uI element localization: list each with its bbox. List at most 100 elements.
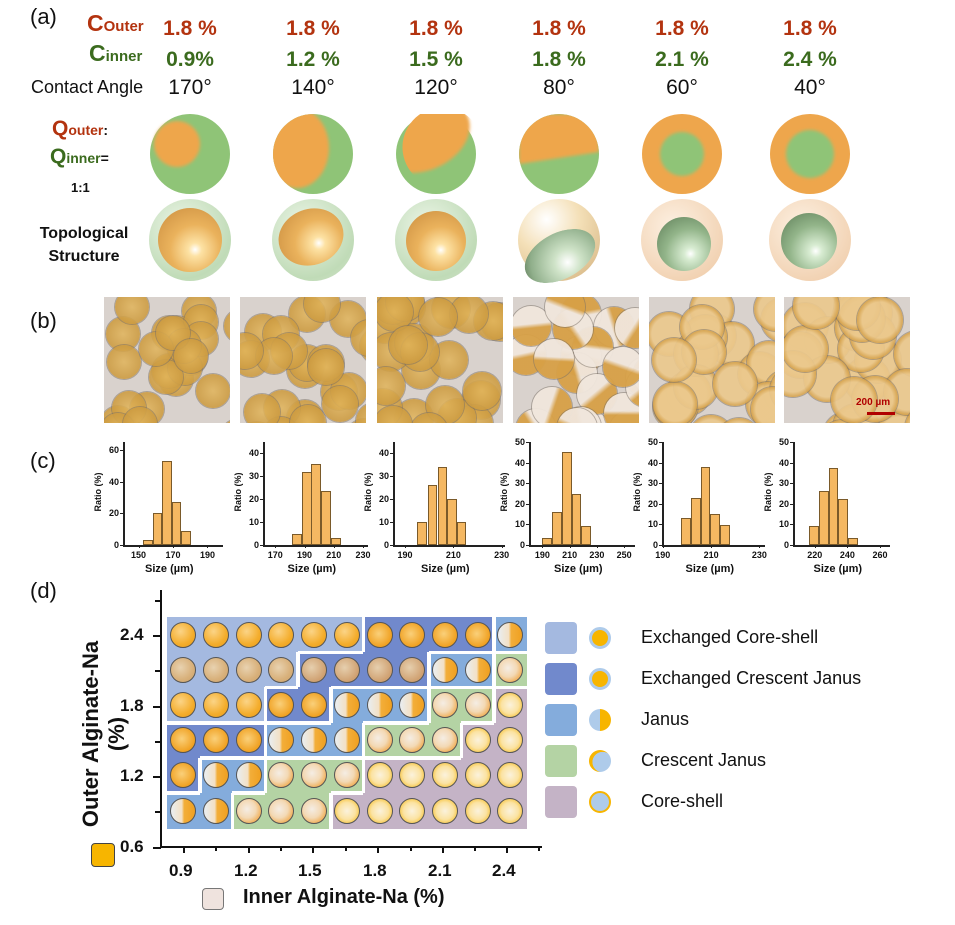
microcapsule-image <box>203 656 229 683</box>
microcapsule-image <box>301 797 328 824</box>
histogram-bar <box>447 499 457 545</box>
microcapsule-image <box>431 621 458 648</box>
microcapsule <box>243 394 280 423</box>
q-outer-suffix: : <box>103 122 109 138</box>
legend-label: Exchanged Crescent Janus <box>641 668 862 688</box>
microcapsule-image <box>431 797 458 824</box>
histogram-bar <box>181 530 191 545</box>
microcapsule-image <box>170 692 197 718</box>
histogram-bar <box>720 525 730 545</box>
x-tick-mark <box>138 545 140 548</box>
histogram-x-label: Size (µm) <box>813 563 863 575</box>
y-minor-tick <box>155 811 161 813</box>
legend-swatch <box>545 663 577 695</box>
microcapsule-image <box>301 692 328 718</box>
c-outer-label: COuter <box>87 10 144 37</box>
microcapsule <box>104 412 136 423</box>
microcapsule-image <box>203 762 229 789</box>
q-outer-sub: outer <box>68 122 104 138</box>
histogram-x-axis <box>393 545 505 547</box>
histogram-bar <box>152 513 163 545</box>
micrograph-image: 200 µm <box>784 297 910 423</box>
q-outer-label: Qouter: <box>52 117 108 141</box>
y-tick-label: 0 <box>783 540 789 550</box>
y-minor-tick <box>155 600 161 602</box>
y-tick-mark <box>659 483 662 485</box>
y-tick-mark <box>120 513 123 515</box>
microcapsule <box>106 345 141 380</box>
x-tick-mark <box>506 846 508 853</box>
microcapsule-image <box>203 692 229 718</box>
scale-bar <box>867 412 895 415</box>
histogram-bar <box>838 498 849 545</box>
inner-core <box>516 218 605 294</box>
microcapsule <box>602 346 639 387</box>
y-tick-label: 20 <box>514 498 525 509</box>
legend-swatch <box>545 745 577 777</box>
x-tick-label: 230 <box>751 550 767 560</box>
histogram-y-label: Ratio (%) <box>363 472 373 511</box>
y-tick-label: 50 <box>778 437 789 447</box>
microcapsule <box>308 348 345 385</box>
phase-distribution-diagram <box>396 114 476 194</box>
x-tick-label: 230 <box>355 550 371 560</box>
x-minor-tick <box>345 846 347 851</box>
y-tick-mark <box>790 462 793 464</box>
microcapsule-image <box>431 656 458 683</box>
x-minor-tick <box>410 846 412 851</box>
c-inner-value: 1.2 % <box>286 48 340 71</box>
microcapsule <box>688 415 733 423</box>
q-inner-main: Q <box>50 145 67 168</box>
histogram-y-label: Ratio (%) <box>632 472 642 511</box>
microcapsule <box>653 382 698 423</box>
y-tick-label: 30 <box>778 478 789 489</box>
microcapsule-image <box>366 762 393 789</box>
c-outer-value: 1.8 % <box>409 17 463 40</box>
microcapsule-image <box>497 692 524 718</box>
microcapsule-image <box>497 656 524 683</box>
y-tick-label: 10 <box>248 517 259 528</box>
microcapsule <box>463 372 502 411</box>
panel-c-label: (c) <box>30 448 56 473</box>
legend-morphology-icon <box>589 750 611 772</box>
x-tick-mark <box>542 545 544 548</box>
inner-core <box>270 199 352 275</box>
microcapsule-image <box>333 797 360 824</box>
microcapsule-image <box>333 621 360 648</box>
y-tick-mark <box>526 442 529 443</box>
x-tick-mark <box>453 545 455 548</box>
x-tick-label: 210 <box>703 550 719 560</box>
microcapsule <box>240 333 263 370</box>
legend-label: Janus <box>641 709 690 729</box>
y-tick-mark <box>526 483 529 485</box>
histogram-x-axis <box>793 545 890 547</box>
y-minor-tick <box>155 741 161 743</box>
microcapsule <box>289 405 326 423</box>
microcapsule-image <box>431 762 458 789</box>
histogram-y-axis <box>393 442 395 545</box>
legend-label: Core-shell <box>641 791 724 811</box>
microcapsule-image <box>464 692 491 718</box>
x-tick-mark <box>173 545 174 548</box>
histogram-bar <box>700 466 711 545</box>
microcapsule-image <box>235 656 262 683</box>
histogram-bar <box>809 526 819 545</box>
microcapsule <box>754 297 775 332</box>
x-tick-label: 2.4 <box>492 861 516 880</box>
microcapsule <box>389 325 428 364</box>
y-tick-label: 20 <box>647 498 658 509</box>
c-inner-value: 1.5 % <box>409 48 463 71</box>
legend-swatch <box>545 622 577 654</box>
y-tick-mark <box>526 503 529 505</box>
y-tick-mark <box>260 453 263 455</box>
microcapsule <box>717 418 762 423</box>
c-outer-main: C <box>87 10 104 36</box>
histogram-y-axis <box>662 442 664 545</box>
y-tick-mark <box>260 476 263 478</box>
phase-distribution-diagram <box>642 114 722 194</box>
microcapsule <box>377 297 413 331</box>
x-tick-mark <box>442 846 444 853</box>
microcapsule-image <box>431 727 458 754</box>
c-inner-value: 1.8 % <box>532 48 586 71</box>
x-tick-label: 190 <box>397 550 413 560</box>
